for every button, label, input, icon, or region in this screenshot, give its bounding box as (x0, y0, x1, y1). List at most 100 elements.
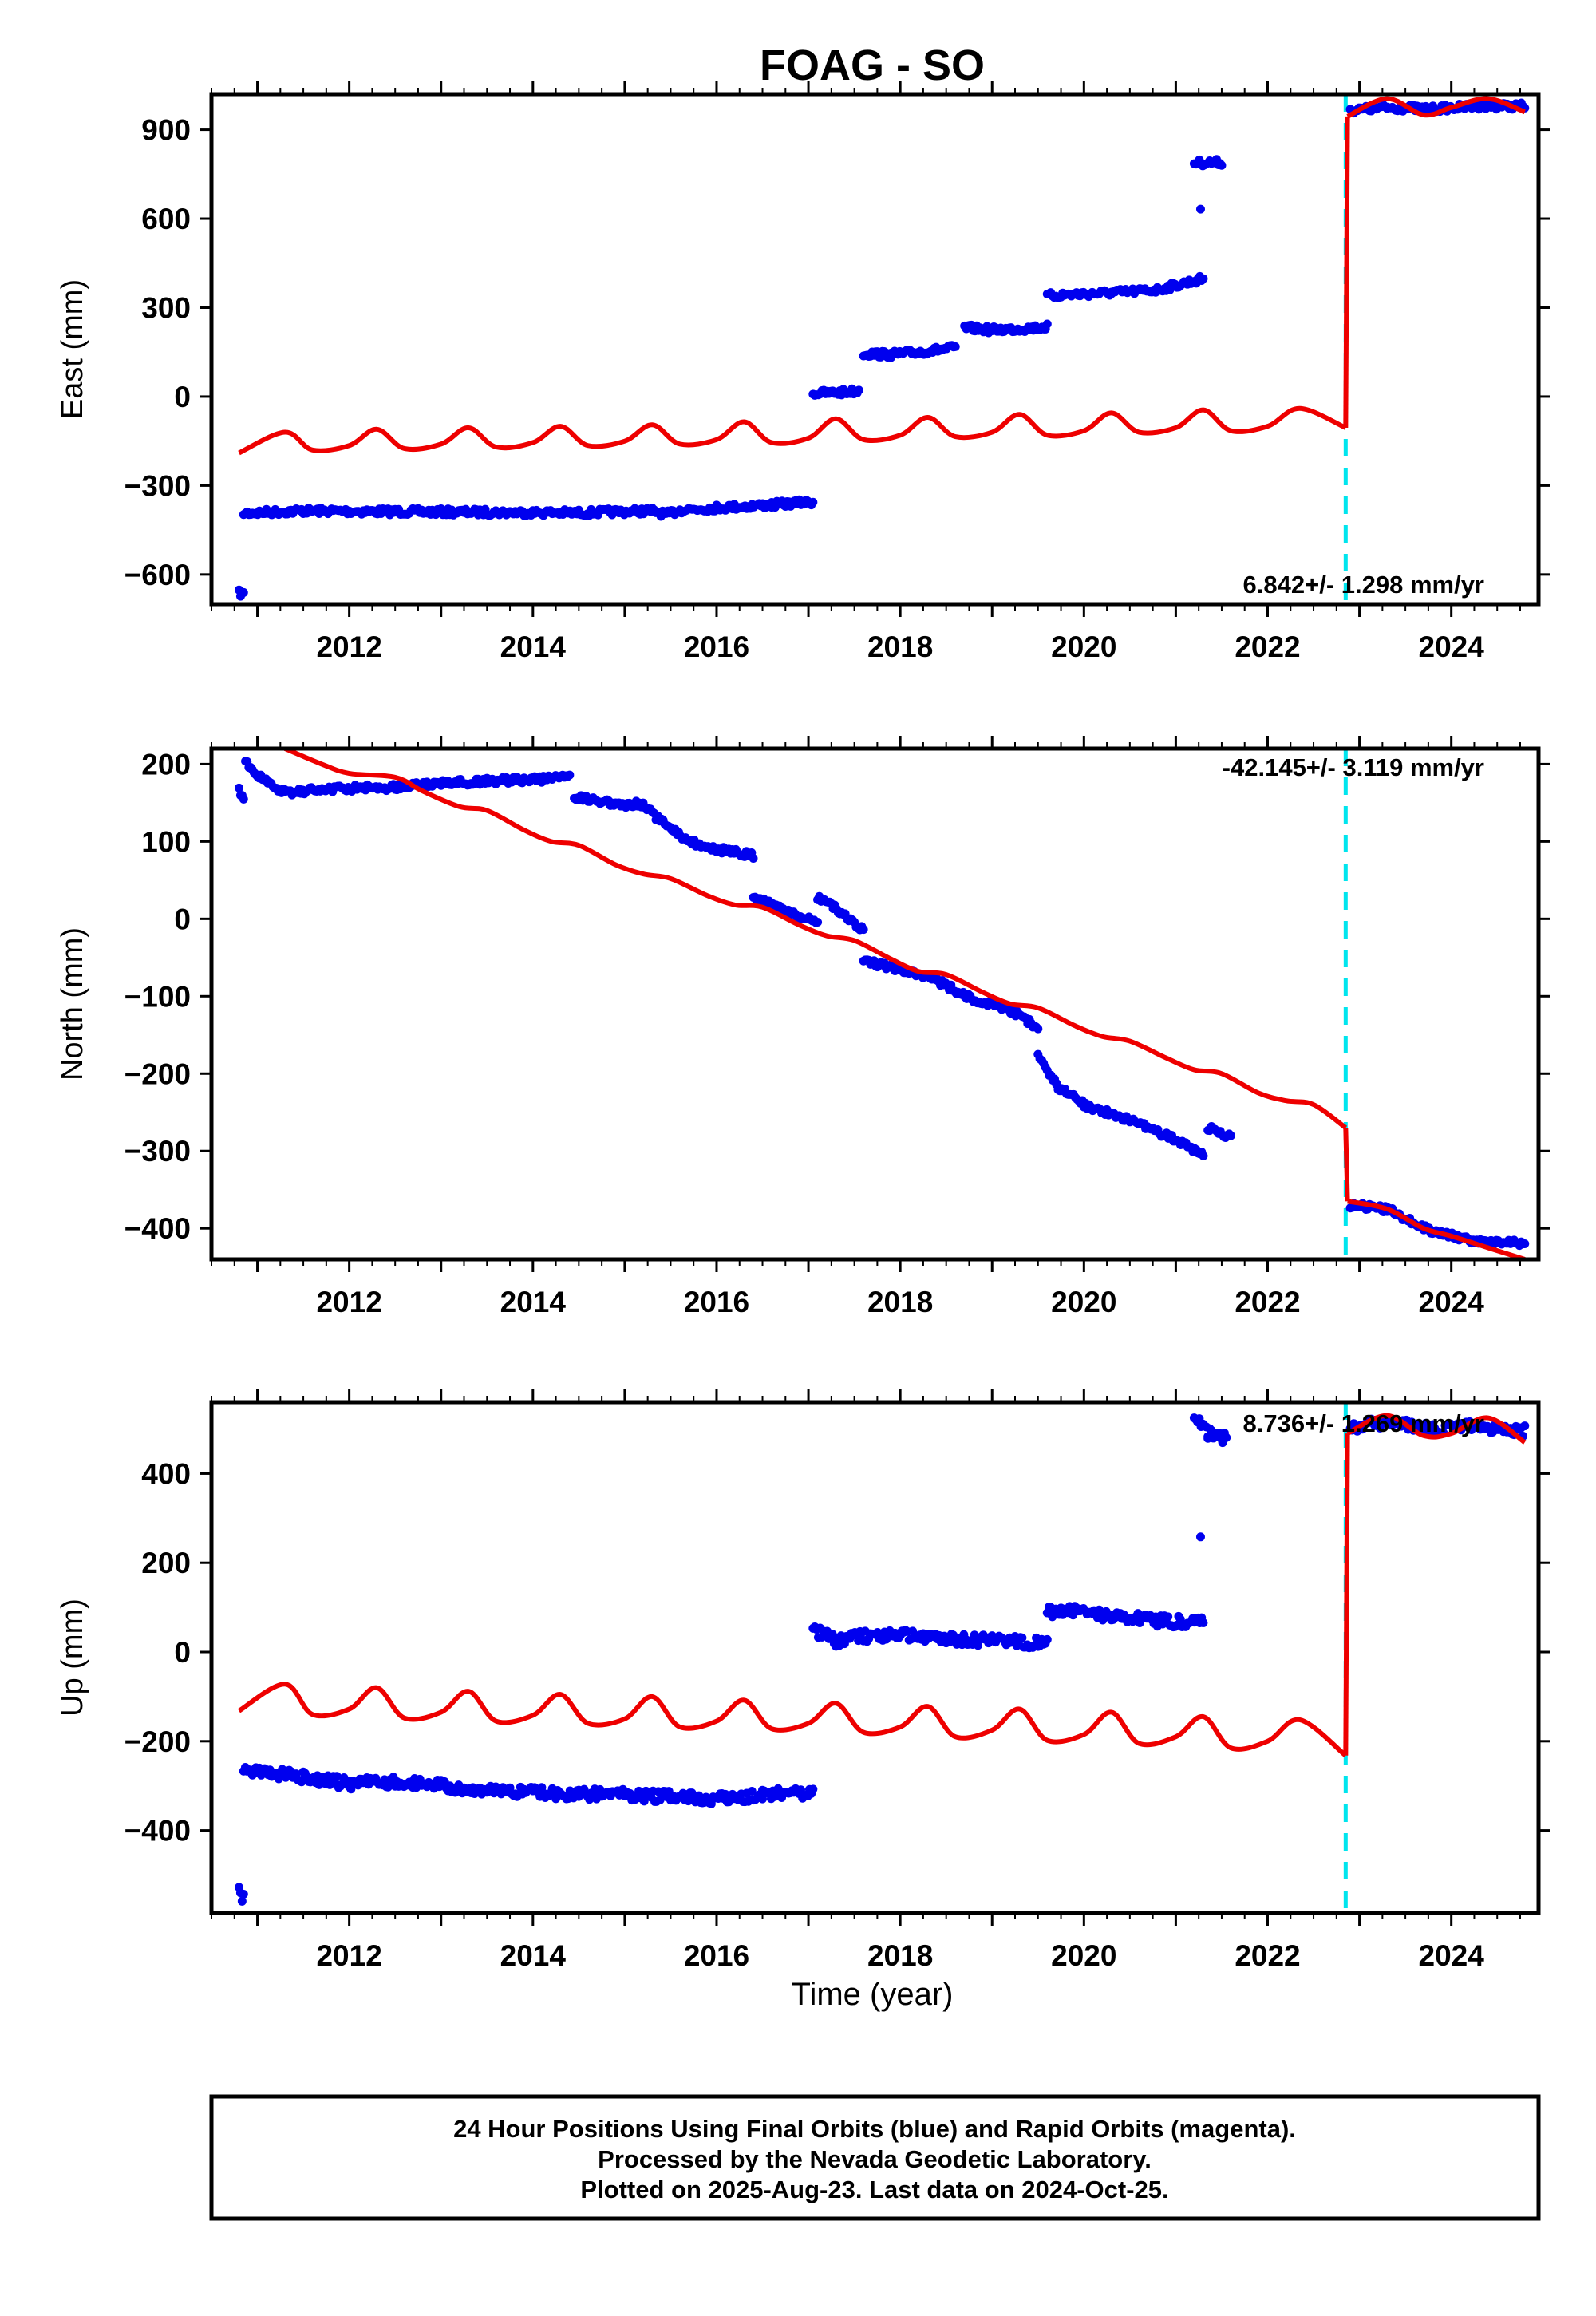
east-data-point (1217, 160, 1227, 170)
north-y-axis-label: North (mm) (56, 927, 89, 1081)
up-x-tick-label: 2020 (1051, 1939, 1116, 1972)
north-data-point (565, 770, 575, 780)
up-x-tick-label: 2014 (500, 1939, 567, 1972)
north-plot-area (235, 749, 1530, 1259)
up-y-tick-label: 200 (141, 1547, 191, 1579)
up-data-point (1222, 1433, 1231, 1442)
east-model-line (238, 405, 1347, 456)
north-y-tick-label: −200 (124, 1057, 191, 1090)
up-y-tick-label: −400 (124, 1815, 191, 1848)
up-y-tick-label: 400 (141, 1457, 191, 1490)
east-frame (209, 92, 1541, 607)
footer-line-3: Plotted on 2025-Aug-23. Last data on 202… (580, 2176, 1168, 2203)
east-data-point (950, 342, 960, 351)
up-data-point (808, 1784, 818, 1794)
north-model-line (1347, 1199, 1526, 1259)
east-y-tick-label: 600 (141, 203, 191, 235)
north-y-tick-label: −100 (124, 980, 191, 1013)
up-model-line (237, 1682, 1348, 1758)
up-x-tick-label: 2022 (1235, 1939, 1300, 1972)
figure-title: FOAG - SO (760, 41, 985, 89)
up-data-point (1017, 1633, 1027, 1642)
up-frame (209, 1400, 1541, 1915)
up-plot-area (235, 1402, 1530, 1913)
east-y-tick-label: 900 (141, 114, 191, 147)
up-data-point (908, 1626, 918, 1636)
east-x-tick-label: 2016 (684, 630, 749, 663)
up-panel: −400 −200 0 200 400 2012 2014 2016 2018 2020 2022 2… (56, 1389, 1550, 1972)
east-x-tick-label: 2024 (1419, 630, 1485, 663)
north-data-point (1226, 1131, 1235, 1140)
north-x-tick-label: 2022 (1235, 1286, 1300, 1318)
footer-frame (209, 2094, 1541, 2221)
east-data-point (1042, 319, 1052, 329)
up-data-point (1520, 1421, 1530, 1431)
east-x-tick-label: 2012 (316, 630, 381, 663)
north-model-line (283, 749, 1348, 1130)
east-data-point (239, 587, 248, 597)
east-plot-area (235, 94, 1530, 604)
up-x-tick-label: 2016 (684, 1939, 749, 1972)
east-model-line (1346, 96, 1526, 119)
up-x-tick-label: 2018 (867, 1939, 933, 1972)
north-rate-label: -42.145+/- 3.119 mm/yr (1223, 753, 1484, 781)
east-data-point (854, 385, 863, 395)
north-x-tick-label: 2018 (867, 1286, 933, 1318)
north-y-tick-label: −300 (124, 1135, 191, 1168)
up-data-point (346, 1784, 356, 1794)
up-rate-label: 8.736+/- 1.269 mm/yr (1243, 1409, 1484, 1437)
north-model-line (1343, 1128, 1350, 1202)
east-model-line (1343, 116, 1350, 428)
north-frame (209, 746, 1541, 1262)
north-y-tick-label: 200 (141, 748, 191, 781)
east-y-tick-label: 300 (141, 291, 191, 324)
north-x-tick-label: 2024 (1419, 1286, 1485, 1318)
east-data-point (808, 497, 818, 507)
up-model-line (1343, 1433, 1350, 1756)
east-x-tick-label: 2020 (1051, 630, 1116, 663)
north-data-point (235, 783, 244, 792)
north-data-point (1520, 1239, 1530, 1249)
footer-box: 24 Hour Positions Using Final Orbits (bl… (209, 2094, 1541, 2221)
up-y-tick-label: 0 (174, 1636, 191, 1669)
north-x-tick-label: 2014 (500, 1286, 567, 1318)
east-y-axis-label: East (mm) (56, 279, 89, 419)
up-data-point (1375, 1423, 1385, 1433)
north-x-tick-label: 2016 (684, 1286, 749, 1318)
north-data-point (749, 854, 758, 864)
up-y-axis-label: Up (mm) (56, 1599, 89, 1717)
north-y-tick-label: −400 (124, 1212, 191, 1245)
north-data-point (1199, 1151, 1208, 1160)
east-x-tick-label: 2022 (1235, 630, 1300, 663)
up-x-tick-label: 2024 (1419, 1939, 1485, 1972)
east-y-tick-label: −300 (124, 469, 191, 502)
east-data-point (1199, 274, 1208, 283)
up-model-line (1346, 1413, 1527, 1445)
up-data-point (332, 1772, 342, 1781)
north-x-tick-label: 2012 (316, 1286, 381, 1318)
footer-line-1: 24 Hour Positions Using Final Orbits (bl… (453, 2115, 1296, 2143)
east-rate-label: 6.842+/- 1.298 mm/yr (1243, 571, 1484, 599)
up-data-point (237, 1896, 247, 1906)
footer-line-2: Processed by the Nevada Geodetic Laborat… (598, 2145, 1152, 2173)
up-data-point (239, 1889, 248, 1899)
up-data-point (1163, 1612, 1173, 1622)
up-data-point (1199, 1618, 1208, 1627)
north-data-point (1033, 1024, 1043, 1034)
east-data-point (1195, 204, 1205, 214)
north-x-tick-label: 2020 (1051, 1286, 1116, 1318)
east-y-tick-label: 0 (174, 381, 191, 413)
north-data-point (239, 794, 248, 804)
east-x-tick-label: 2018 (867, 630, 933, 663)
east-panel: −600 −300 0 300 600 900 2012 2014 2016 2018 2020 20… (56, 81, 1550, 663)
up-data-point (747, 1786, 757, 1796)
east-x-tick-label: 2014 (500, 630, 567, 663)
x-axis-label: Time (year) (792, 1977, 954, 2012)
up-data-point (694, 1791, 704, 1800)
north-data-point (859, 925, 868, 935)
up-data-point (1195, 1532, 1205, 1542)
north-y-tick-label: 100 (141, 825, 191, 858)
north-y-tick-label: 0 (174, 903, 191, 935)
up-data-point (1042, 1634, 1052, 1644)
